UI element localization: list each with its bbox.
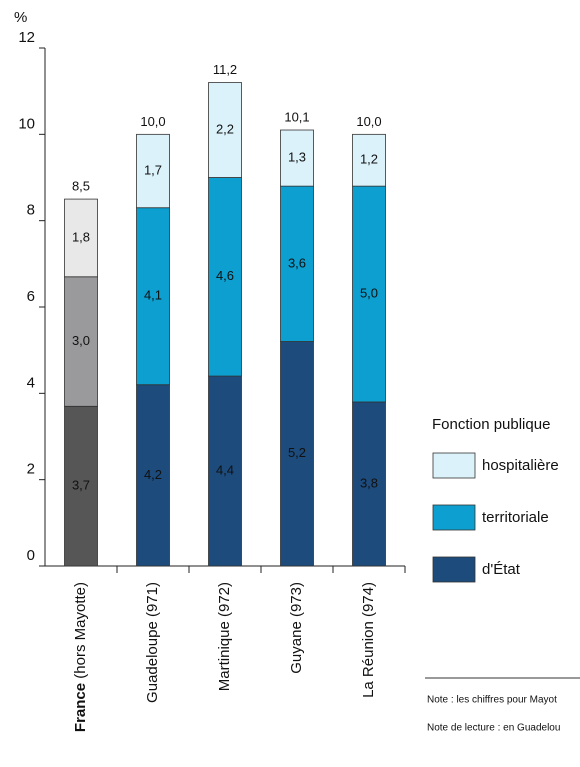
- total-label: 10,0: [356, 114, 381, 129]
- value-label: 4,4: [216, 462, 234, 477]
- x-tick-label: France (hors Mayotte): [72, 582, 89, 732]
- bar-segment: [352, 185, 386, 403]
- bar-segment: [136, 207, 170, 386]
- total-label: 10,0: [140, 114, 165, 129]
- x-tick-label: Guadeloupe (971): [144, 582, 161, 703]
- y-tick-label: 8: [27, 202, 35, 219]
- value-label: 4,2: [144, 467, 162, 482]
- y-tick-label: 12: [18, 29, 35, 46]
- value-label: 1,8: [72, 229, 90, 244]
- bar-segment: [136, 384, 170, 567]
- bar-segment: [280, 129, 314, 187]
- y-tick-label: 4: [27, 374, 35, 391]
- x-tick-label: Martinique (972): [216, 582, 233, 691]
- value-label: 4,6: [216, 268, 234, 283]
- total-label: 11,2: [213, 62, 237, 77]
- y-tick-label: 6: [27, 288, 35, 305]
- value-label: 3,7: [72, 478, 90, 493]
- value-label: 2,2: [216, 121, 234, 136]
- legend-label: territoriale: [482, 509, 549, 526]
- value-label: 5,2: [288, 445, 306, 460]
- value-label: 3,6: [288, 255, 306, 270]
- note: Note : les chiffres pour Mayot: [427, 695, 557, 706]
- x-tick-label: Guyane (973): [288, 582, 305, 674]
- legend-swatch: [432, 504, 476, 531]
- bar-segment: [136, 133, 170, 209]
- value-label: 3,8: [360, 475, 378, 490]
- value-label: 3,0: [72, 333, 90, 348]
- total-label: 10,1: [284, 109, 309, 124]
- y-tick-label: 2: [27, 461, 35, 478]
- value-label: 1,7: [144, 162, 162, 177]
- legend-swatch: [432, 556, 476, 583]
- bar-segment: [64, 405, 98, 567]
- y-tick-label: 10: [18, 115, 35, 132]
- legend-title: Fonction publique: [432, 416, 550, 433]
- bar-segment: [64, 198, 98, 278]
- y-tick-label: 0: [27, 547, 35, 564]
- bar-segment: [208, 82, 242, 178]
- value-label: 5,0: [360, 285, 378, 300]
- value-label: 1,2: [360, 152, 378, 167]
- value-label: 1,3: [288, 150, 306, 165]
- bar-segment: [64, 276, 98, 407]
- bar-segment: [208, 177, 242, 377]
- bar-segment: [280, 185, 314, 342]
- bar-segment: [352, 401, 386, 567]
- x-tick-label: La Réunion (974): [360, 582, 377, 698]
- legend-label: hospitalière: [482, 457, 559, 474]
- legend-swatch: [432, 452, 476, 479]
- bar-segment: [280, 341, 314, 567]
- note: Note de lecture : en Guadelou: [427, 723, 560, 734]
- total-label: 8,5: [72, 179, 90, 194]
- bar-segment: [352, 133, 386, 187]
- y-unit: %: [14, 9, 27, 26]
- value-label: 4,1: [144, 288, 162, 303]
- legend-label: d'État: [482, 561, 521, 578]
